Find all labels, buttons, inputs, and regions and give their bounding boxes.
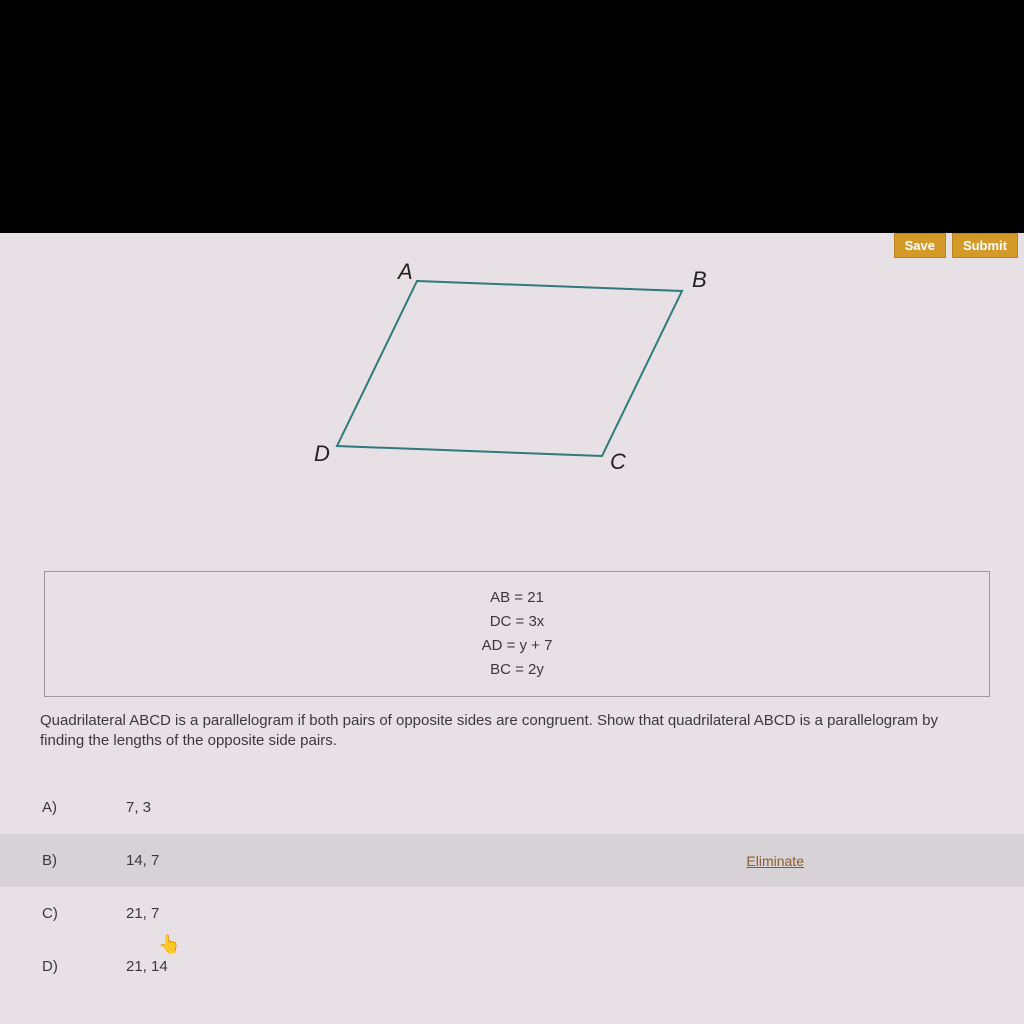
figure-container: A B C D (0, 261, 1024, 481)
question-prompt: Quadrilateral ABCD is a parallelogram if… (40, 711, 984, 752)
choice-c[interactable]: C) 21, 7 (0, 887, 1024, 940)
choice-a-value: 7, 3 (126, 799, 1024, 816)
vertex-label-a: A (396, 261, 413, 284)
given-line-1: AB = 21 (45, 586, 989, 610)
given-line-4: BC = 2y (45, 658, 989, 682)
submit-button[interactable]: Submit (952, 233, 1018, 258)
parallelogram-figure: A B C D (302, 261, 722, 481)
choice-c-value: 21, 7 (126, 905, 1024, 922)
action-button-row: Save Submit (894, 233, 1018, 258)
quiz-content: Save Submit A B C D AB = 21 DC = 3x AD =… (0, 233, 1024, 1024)
vertex-label-b: B (692, 267, 707, 292)
choice-d-value: 21, 14 (126, 958, 1024, 975)
parallelogram-svg: A B C D (302, 261, 722, 481)
parallelogram-shape (337, 281, 682, 456)
eliminate-link[interactable]: Eliminate (746, 853, 804, 869)
choice-c-letter: C) (42, 905, 126, 922)
save-button[interactable]: Save (894, 233, 946, 258)
vertex-label-d: D (314, 441, 330, 466)
choice-d[interactable]: D) 21, 14 (0, 940, 1024, 993)
choice-a-letter: A) (42, 799, 126, 816)
vertex-label-c: C (610, 449, 626, 474)
choice-a[interactable]: A) 7, 3 (0, 781, 1024, 834)
given-information-box: AB = 21 DC = 3x AD = y + 7 BC = 2y (44, 571, 990, 697)
given-line-3: AD = y + 7 (45, 634, 989, 658)
choice-d-letter: D) (42, 958, 126, 975)
black-letterbox (0, 0, 1024, 233)
choice-b[interactable]: B) 14, 7 Eliminate 👆 (0, 834, 1024, 887)
choice-b-value: 14, 7 (126, 852, 1024, 869)
given-line-2: DC = 3x (45, 610, 989, 634)
choice-b-letter: B) (42, 852, 126, 869)
answer-choices: A) 7, 3 B) 14, 7 Eliminate 👆 C) 21, 7 D)… (0, 781, 1024, 993)
